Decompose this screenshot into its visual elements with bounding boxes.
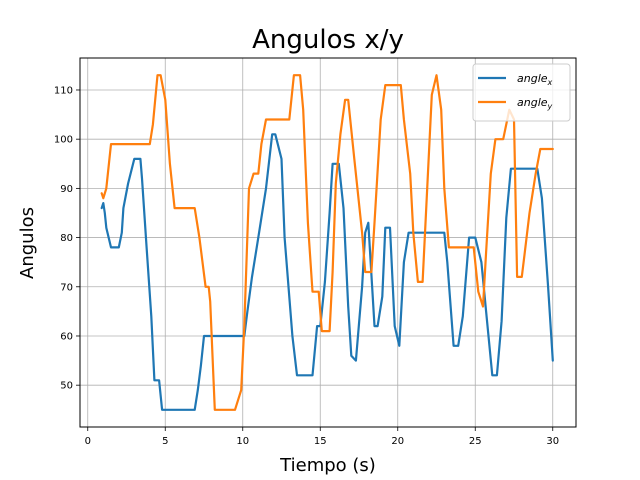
axes-frame — [79, 57, 577, 428]
series-line-angle-y — [100, 74, 554, 411]
legend-label-angle-y: angley — [517, 96, 553, 111]
x-tick-label: 0 — [85, 436, 91, 447]
series-line-angle-x — [100, 133, 554, 411]
legend-label-subscript: y — [547, 102, 553, 111]
x-tick-label: 30 — [546, 436, 559, 447]
legend-label-subscript: x — [547, 78, 553, 87]
y-axis-ticks: 50 60 70 80 90 100 110 — [54, 85, 80, 392]
y-axis-label: Angulos — [17, 207, 38, 279]
legend-label-base: angle — [517, 72, 548, 85]
x-axis-label: Tiempo (s) — [279, 455, 376, 476]
y-tick-label: 100 — [54, 135, 73, 146]
x-tick-label: 25 — [469, 436, 482, 447]
x-tick-label: 15 — [314, 436, 327, 447]
y-tick-label: 70 — [60, 282, 73, 293]
x-tick-label: 20 — [391, 436, 404, 447]
x-axis-ticks: 0 5 10 15 20 25 30 — [85, 427, 559, 447]
y-tick-label: 80 — [60, 233, 73, 244]
legend-label-angle-x: anglex — [517, 72, 553, 87]
y-tick-label: 90 — [60, 184, 73, 195]
plot-area — [100, 74, 554, 411]
y-tick-label: 60 — [60, 331, 73, 342]
x-tick-label: 5 — [162, 436, 168, 447]
series-layer — [100, 74, 554, 411]
y-tick-label: 110 — [54, 85, 73, 96]
y-tick-label: 50 — [60, 381, 73, 392]
x-tick-label: 10 — [236, 436, 249, 447]
legend-label-base: angle — [517, 96, 548, 109]
chart-title: Angulos x/y — [252, 25, 404, 55]
